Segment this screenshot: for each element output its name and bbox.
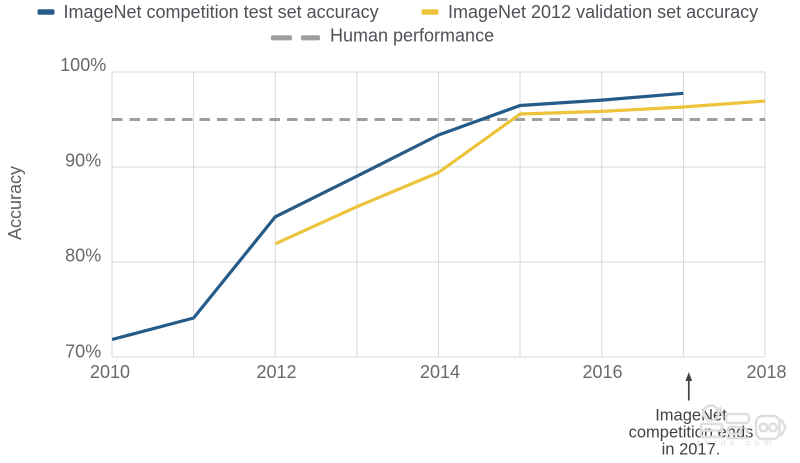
svg-text:Accuracy: Accuracy xyxy=(5,166,25,240)
svg-text:2018: 2018 xyxy=(746,362,786,382)
svg-text:in 2017.: in 2017. xyxy=(662,441,721,459)
svg-text:2010: 2010 xyxy=(90,362,130,382)
svg-text:80%: 80% xyxy=(65,246,101,266)
svg-text:zhidx.com: zhidx.com xyxy=(696,438,776,448)
svg-text:ImageNet 2012 validation set a: ImageNet 2012 validation set accuracy xyxy=(448,2,758,22)
svg-text:90%: 90% xyxy=(65,151,101,171)
svg-text:2014: 2014 xyxy=(420,362,460,382)
svg-text:ImageNet competition test set: ImageNet competition test set accuracy xyxy=(64,2,379,22)
svg-text:100%: 100% xyxy=(60,55,106,75)
svg-text:70%: 70% xyxy=(65,342,101,362)
svg-text:2016: 2016 xyxy=(582,362,622,382)
svg-text:Human performance: Human performance xyxy=(330,26,494,46)
svg-text:2012: 2012 xyxy=(256,362,296,382)
